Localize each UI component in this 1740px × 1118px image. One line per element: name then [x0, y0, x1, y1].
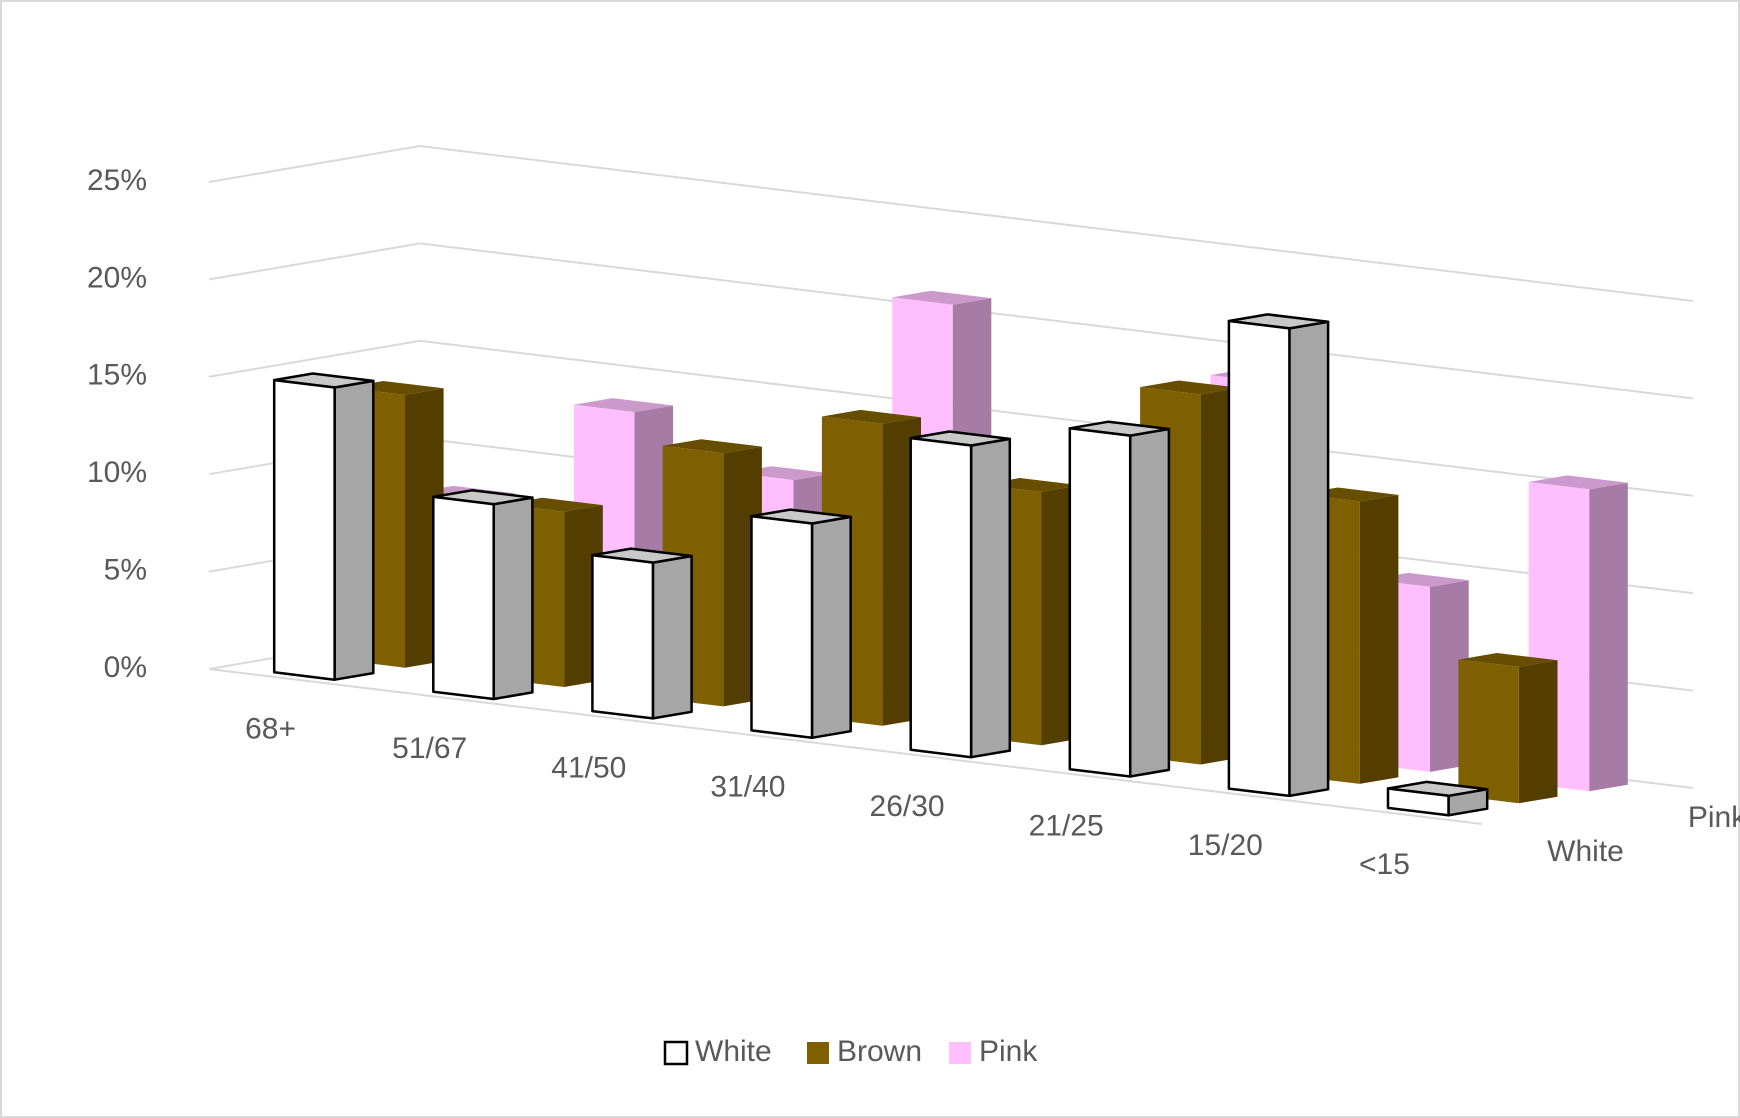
bar [1386, 780, 1489, 817]
y-tick-label: 20% [87, 261, 147, 294]
x-tick-label: 31/40 [710, 771, 785, 804]
bar-side [1288, 320, 1330, 798]
y-tick-label: 15% [87, 359, 147, 392]
bar-side [492, 496, 534, 701]
bar [272, 372, 375, 681]
bar-top [573, 398, 674, 413]
bar-side [333, 379, 375, 681]
bar-front [591, 553, 655, 720]
bar-side [1518, 660, 1558, 804]
bar-side [1359, 494, 1399, 784]
bar [750, 508, 852, 740]
legend-swatch [807, 1042, 829, 1064]
depth-label: Pink [1688, 801, 1740, 834]
x-tick-label: 21/25 [1029, 809, 1104, 842]
bar-front [1386, 787, 1450, 817]
y-tick-label: 10% [87, 456, 147, 489]
x-tick-label: 51/67 [392, 732, 467, 765]
x-tick-label: 68+ [245, 713, 296, 746]
bar [432, 489, 534, 701]
legend-label: Brown [837, 1035, 922, 1068]
bar-top [821, 409, 921, 424]
legend-label: Pink [979, 1035, 1038, 1068]
bar-top [892, 290, 992, 305]
bar-side [651, 554, 693, 720]
bar-top [1140, 380, 1240, 395]
bar-side [810, 515, 852, 740]
bar-front [1227, 319, 1291, 798]
legend-swatch [663, 1040, 689, 1066]
x-tick-label: 41/50 [551, 751, 626, 784]
grid-line [208, 144, 1694, 302]
bar-side [969, 437, 1012, 759]
floor-edge [208, 668, 1483, 825]
bar [591, 547, 693, 720]
bar [1458, 653, 1558, 804]
x-tick-label: 15/20 [1188, 829, 1263, 862]
bar [1227, 313, 1330, 798]
bar-side [1589, 482, 1628, 792]
bar-top [662, 439, 762, 454]
y-tick-label: 25% [87, 164, 147, 197]
bar-side [1128, 427, 1171, 778]
bar-front [1458, 659, 1519, 804]
bar-top [1458, 653, 1558, 667]
legend-swatch [949, 1042, 971, 1064]
bar-front [432, 495, 495, 701]
bar [1068, 420, 1171, 778]
y-tick-label: 5% [104, 554, 147, 587]
bar-front [1068, 427, 1132, 778]
x-tick-label: <15 [1359, 848, 1410, 881]
depth-label: White [1547, 835, 1624, 868]
bar-front [272, 378, 336, 681]
bar [909, 430, 1012, 759]
bar-front [750, 514, 814, 740]
y-tick-label: 0% [104, 651, 147, 684]
bar-front [909, 436, 973, 759]
legend-label: White [695, 1035, 772, 1068]
x-tick-label: 26/30 [870, 790, 945, 823]
bar-top [1528, 475, 1628, 490]
